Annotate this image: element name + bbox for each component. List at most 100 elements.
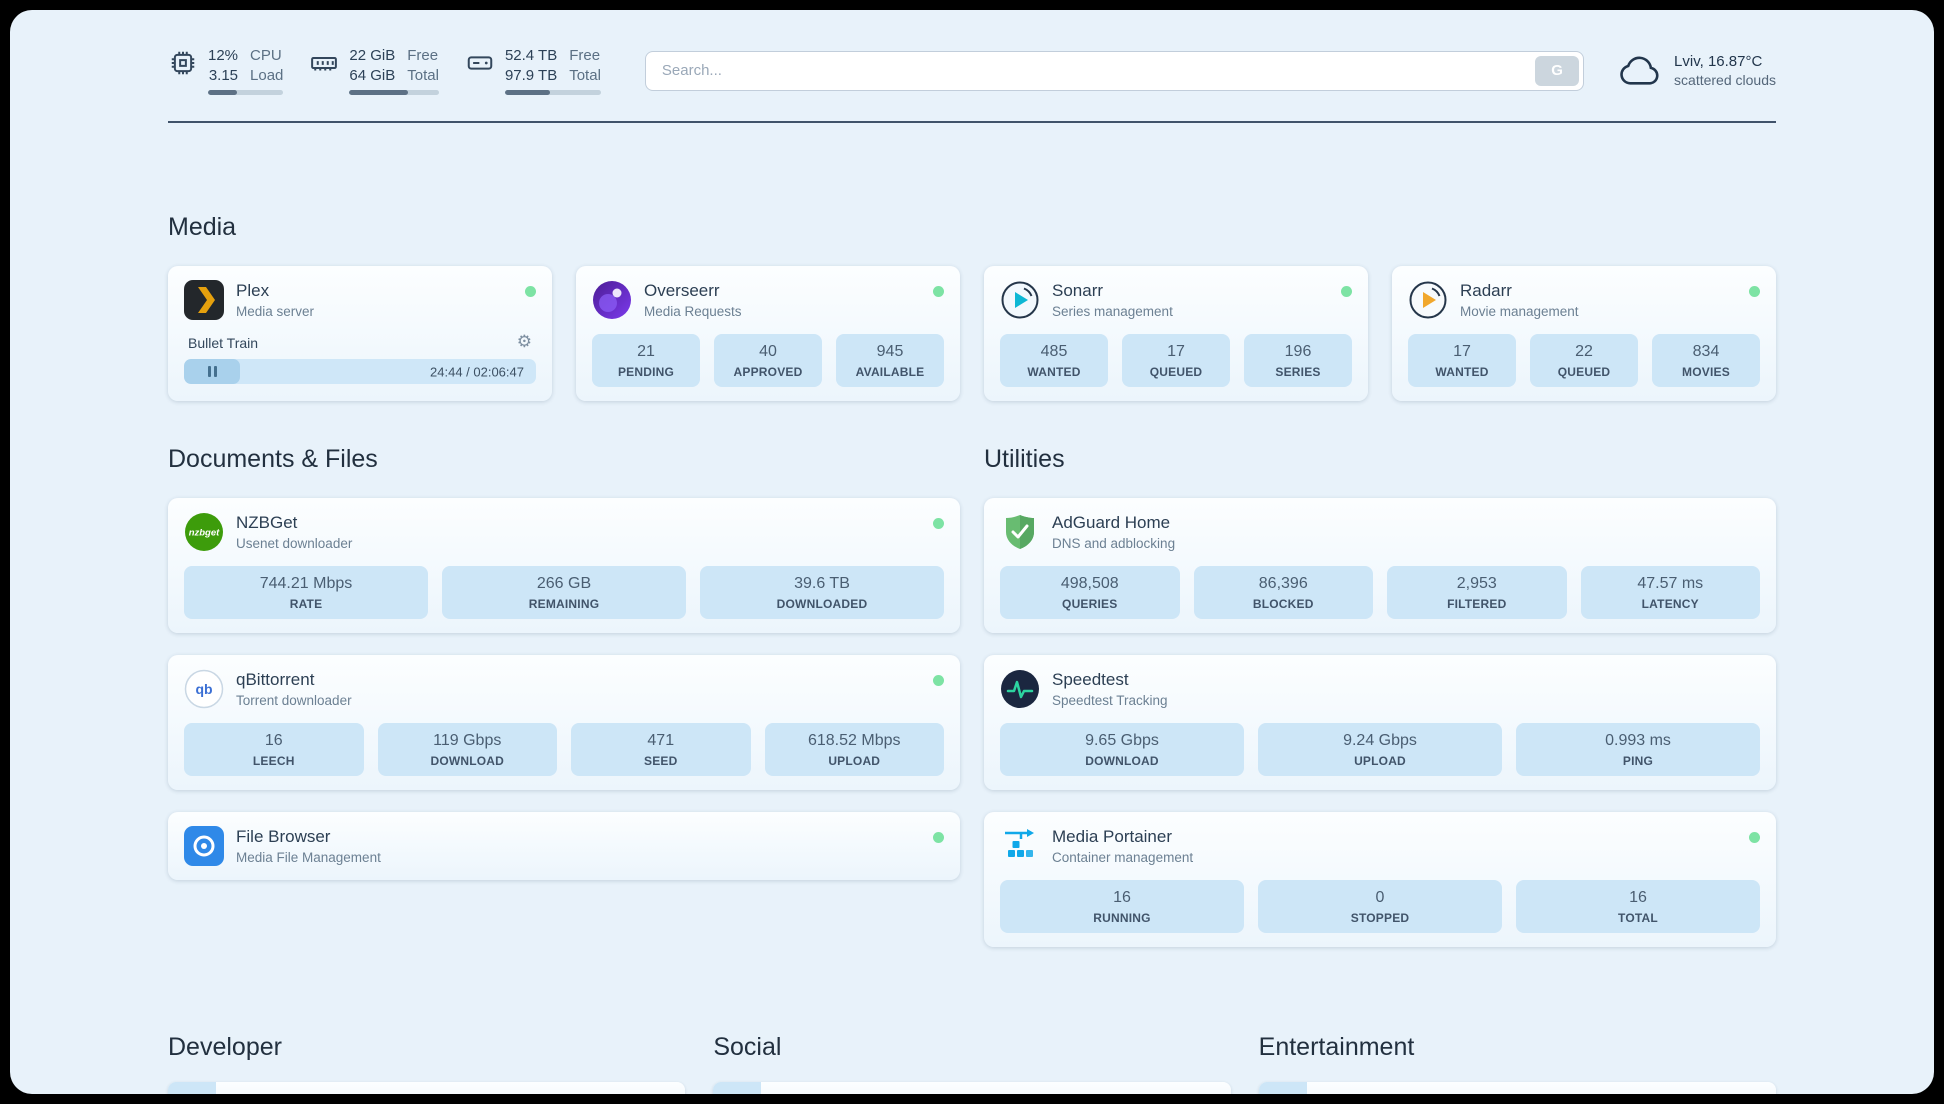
cloud-icon (1618, 54, 1662, 88)
stat-box: 17 WANTED (1408, 334, 1516, 387)
playback-time: 24:44 / 02:06:47 (430, 364, 524, 379)
stat-box: 196 SERIES (1244, 334, 1352, 387)
bookmark-url: youtube.com (1682, 1092, 1762, 1094)
weather-location: Lviv, 16.87°C (1674, 53, 1763, 70)
status-online-dot (1341, 286, 1352, 297)
search-input[interactable] (644, 50, 1585, 91)
bookmarks-title-entertainment: Entertainment (1258, 1033, 1415, 1061)
stat-box: 17 QUEUED (1122, 334, 1230, 387)
service-subtitle: Media File Management (236, 850, 381, 865)
service-card-overseerr[interactable]: Overseerr Media Requests 21 PENDING 40 APP… (576, 266, 960, 401)
stat-box: 39.6 TB DOWNLOADED (700, 566, 944, 619)
service-name: File Browser (236, 827, 331, 846)
service-card-portainer[interactable]: Media Portainer Container management 16 R… (984, 812, 1776, 947)
bookmark-github[interactable]: GH Github github.com (168, 1082, 686, 1095)
stat-box: 47.57 ms LATENCY (1580, 566, 1760, 619)
cpu-values: 12% 3.15 (208, 47, 239, 84)
bookmark-youtube[interactable]: YT YouTube youtube.com (1258, 1082, 1776, 1095)
status-online-dot (1749, 286, 1760, 297)
bookmark-name: YouTube (1323, 1092, 1382, 1095)
stat-box: 834 MOVIES (1652, 334, 1760, 387)
svg-text:nzbget: nzbget (189, 528, 220, 539)
stat-box: 119 Gbps DOWNLOAD (377, 723, 557, 776)
now-playing-title: Bullet Train (188, 334, 259, 351)
service-name: Media Portainer (1052, 827, 1173, 846)
nzbget-icon: nzbget (184, 512, 224, 552)
service-card-sonarr[interactable]: Sonarr Series management 485 WANTED 17 QUE… (984, 266, 1368, 401)
section-utilities: Utilities AdGuard Home (984, 445, 1776, 947)
service-card-qbittorrent[interactable]: qb qBittorrent Torrent downloader 16 LEEC… (168, 655, 960, 790)
section-title-documents: Documents & Files (168, 445, 378, 473)
service-card-adguard[interactable]: AdGuard Home DNS and adblocking 498,508 Q… (984, 498, 1776, 633)
service-card-radarr[interactable]: Radarr Movie management 17 WANTED 22 QUEUE… (1392, 266, 1776, 401)
stat-box: 485 WANTED (1000, 334, 1108, 387)
adguard-icon (1000, 512, 1040, 552)
status-online-dot (933, 675, 944, 686)
sonarr-icon (1000, 280, 1040, 320)
overseerr-icon (592, 280, 632, 320)
stat-box: 618.52 Mbps UPLOAD (764, 723, 944, 776)
memory-widget: 22 GiB 64 GiB Free Total (309, 46, 439, 95)
bookmark-abbr: GH (168, 1082, 216, 1094)
stat-box: 2,953 FILTERED (1387, 566, 1567, 619)
memory-icon (309, 46, 339, 78)
search-bar: G (644, 50, 1585, 91)
bookmarks-developer: Developer GH Github github.com SO StackO… (168, 1033, 686, 1095)
stat-box: 471 SEED (571, 723, 751, 776)
service-name: Sonarr (1052, 281, 1104, 300)
cpu-icon (168, 46, 198, 78)
memory-values: 22 GiB 64 GiB (349, 47, 396, 84)
topbar: 12% 3.15 CPU Load (168, 46, 1776, 95)
section-title-media: Media (168, 213, 237, 241)
service-card-plex[interactable]: Plex Media server Bullet Train ⚙ 24:44 /… (168, 266, 552, 401)
service-card-speedtest[interactable]: Speedtest Speedtest Tracking 9.65 Gbps DO… (984, 655, 1776, 790)
stat-box: 22 QUEUED (1530, 334, 1638, 387)
status-online-dot (933, 518, 944, 529)
disk-progress-bar (504, 90, 601, 95)
stat-box: 16 TOTAL (1516, 880, 1760, 933)
section-documents: Documents & Files nzbget NZBGet Usenet d… (168, 445, 960, 880)
resource-widgets: 12% 3.15 CPU Load (168, 46, 601, 95)
bookmarks-title-developer: Developer (168, 1033, 282, 1061)
cpu-progress-bar (208, 90, 284, 95)
service-subtitle: Usenet downloader (236, 536, 353, 551)
stat-box: 744.21 Mbps RATE (184, 566, 428, 619)
stat-box: 9.24 Gbps UPLOAD (1258, 723, 1502, 776)
gear-icon[interactable]: ⚙ (516, 332, 532, 352)
stat-box: 0 STOPPED (1258, 880, 1502, 933)
service-subtitle: Series management (1052, 304, 1173, 319)
service-card-filebrowser[interactable]: File Browser Media File Management (168, 812, 960, 880)
bookmarks-entertainment: Entertainment YT YouTube youtube.com NF … (1258, 1033, 1776, 1095)
disk-labels: Free Total (569, 47, 601, 84)
bookmarks-title-social: Social (713, 1033, 782, 1061)
stat-box: 16 RUNNING (1000, 880, 1244, 933)
disk-icon (465, 46, 495, 78)
service-name: Plex (236, 281, 270, 300)
dashboard-page: 12% 3.15 CPU Load (10, 10, 1934, 1094)
service-subtitle: Movie management (1460, 304, 1579, 319)
section-title-utilities: Utilities (984, 445, 1065, 473)
portainer-icon (1000, 826, 1040, 866)
radarr-icon (1408, 280, 1448, 320)
bookmark-abbr: LI (713, 1082, 762, 1094)
playback-progress-bar[interactable]: 24:44 / 02:06:47 (184, 359, 536, 384)
weather-widget[interactable]: Lviv, 16.87°C scattered clouds (1618, 53, 1776, 88)
service-subtitle: Container management (1052, 850, 1194, 865)
bookmarks-social: Social LI LinkedIn linkedin.com TW Twitt… (713, 1033, 1231, 1094)
status-online-dot (1749, 832, 1760, 843)
service-subtitle: DNS and adblocking (1052, 536, 1176, 551)
disk-widget: 52.4 TB 97.9 TB Free Total (465, 46, 601, 95)
cpu-widget: 12% 3.15 CPU Load (168, 46, 284, 95)
bookmark-url: github.com (603, 1092, 671, 1094)
bookmark-name: Github (232, 1092, 276, 1095)
svg-text:qb: qb (195, 681, 212, 697)
pause-button[interactable] (184, 359, 240, 384)
stat-box: 498,508 QUERIES (1000, 566, 1180, 619)
service-subtitle: Torrent downloader (236, 693, 352, 708)
memory-labels: Free Total (407, 47, 439, 84)
service-card-nzbget[interactable]: nzbget NZBGet Usenet downloader 744.21 M… (168, 498, 960, 633)
search-provider-button[interactable]: G (1535, 55, 1580, 86)
bookmark-linkedin[interactable]: LI LinkedIn linkedin.com (713, 1082, 1231, 1094)
service-subtitle: Speedtest Tracking (1052, 693, 1168, 708)
stat-box: 40 APPROVED (714, 334, 822, 387)
